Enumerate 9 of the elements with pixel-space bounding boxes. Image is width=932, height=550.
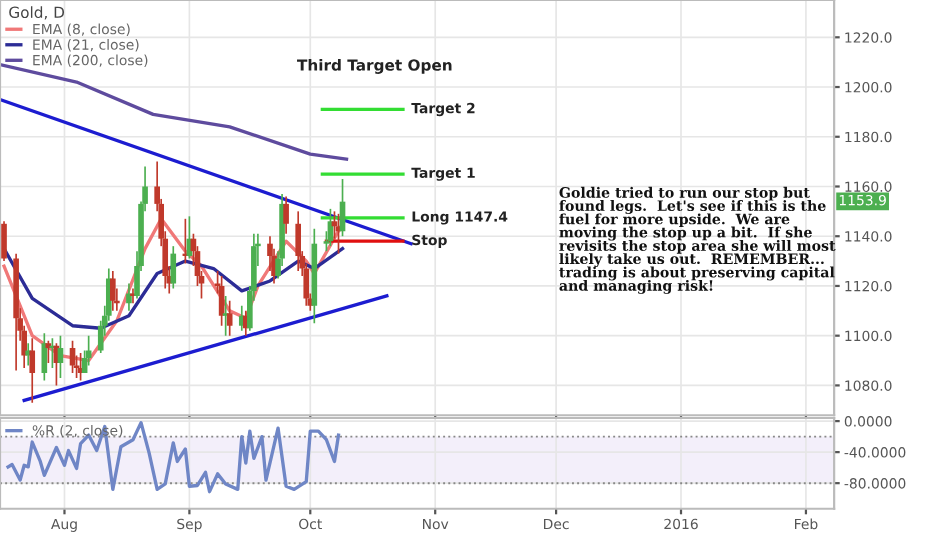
- candlestick: [1, 220, 7, 262]
- candlestick: [295, 210, 302, 272]
- line-series: [6, 420, 341, 494]
- candlestick: [170, 245, 177, 290]
- candlestick: [110, 270, 116, 312]
- candlestick: [69, 339, 76, 374]
- candlestick: [226, 300, 233, 337]
- candlestick: [29, 337, 36, 404]
- candlestick: [283, 195, 289, 235]
